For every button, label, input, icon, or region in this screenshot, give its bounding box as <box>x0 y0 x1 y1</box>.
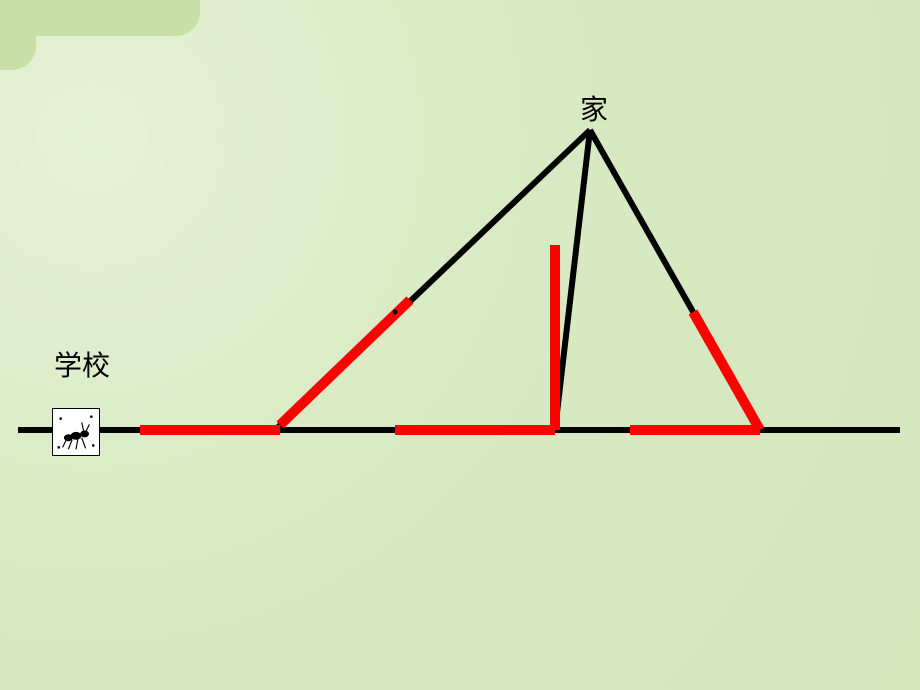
diagram-svg <box>0 0 920 690</box>
ant-icon <box>52 408 100 456</box>
center-dot <box>393 310 398 315</box>
red-overlay-lines <box>140 245 760 430</box>
label-school: 学校 <box>54 344 110 384</box>
slide: 家 学校 <box>0 0 920 690</box>
label-home: 家 <box>580 88 608 128</box>
black-lines <box>18 130 900 430</box>
